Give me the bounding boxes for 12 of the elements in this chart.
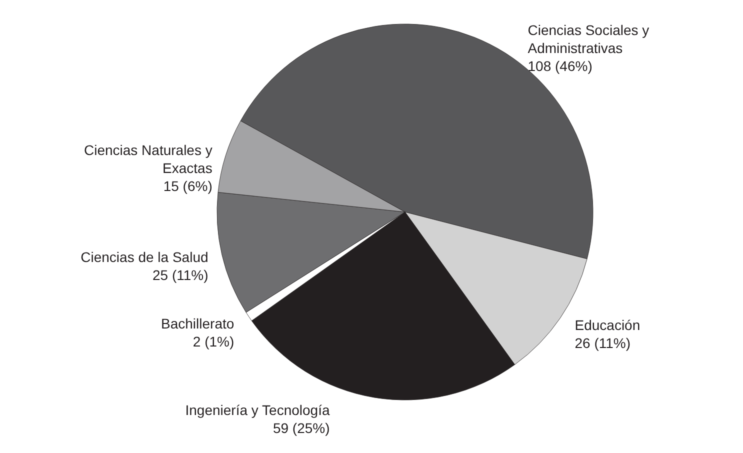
slice-label: Ingeniería y Tecnología bbox=[185, 402, 330, 418]
slice-label: Educación bbox=[574, 317, 640, 334]
data-label: 25 (11%) bbox=[152, 266, 208, 283]
data-label: 15 (6%) bbox=[163, 178, 212, 194]
data-label: 26 (11%) bbox=[574, 335, 631, 352]
slice-label: Bachillerato bbox=[161, 315, 234, 332]
slice-label: Ciencias de la Salud bbox=[80, 248, 208, 265]
data-label: 59 (25%) bbox=[272, 420, 330, 436]
data-label: 2 (1%) bbox=[192, 333, 234, 350]
slice-label: Ciencias Naturales y Exactas bbox=[84, 142, 212, 176]
slice-label: Ciencias Sociales y Administrativas bbox=[528, 22, 650, 56]
data-label: 108 (46%) bbox=[528, 58, 592, 74]
